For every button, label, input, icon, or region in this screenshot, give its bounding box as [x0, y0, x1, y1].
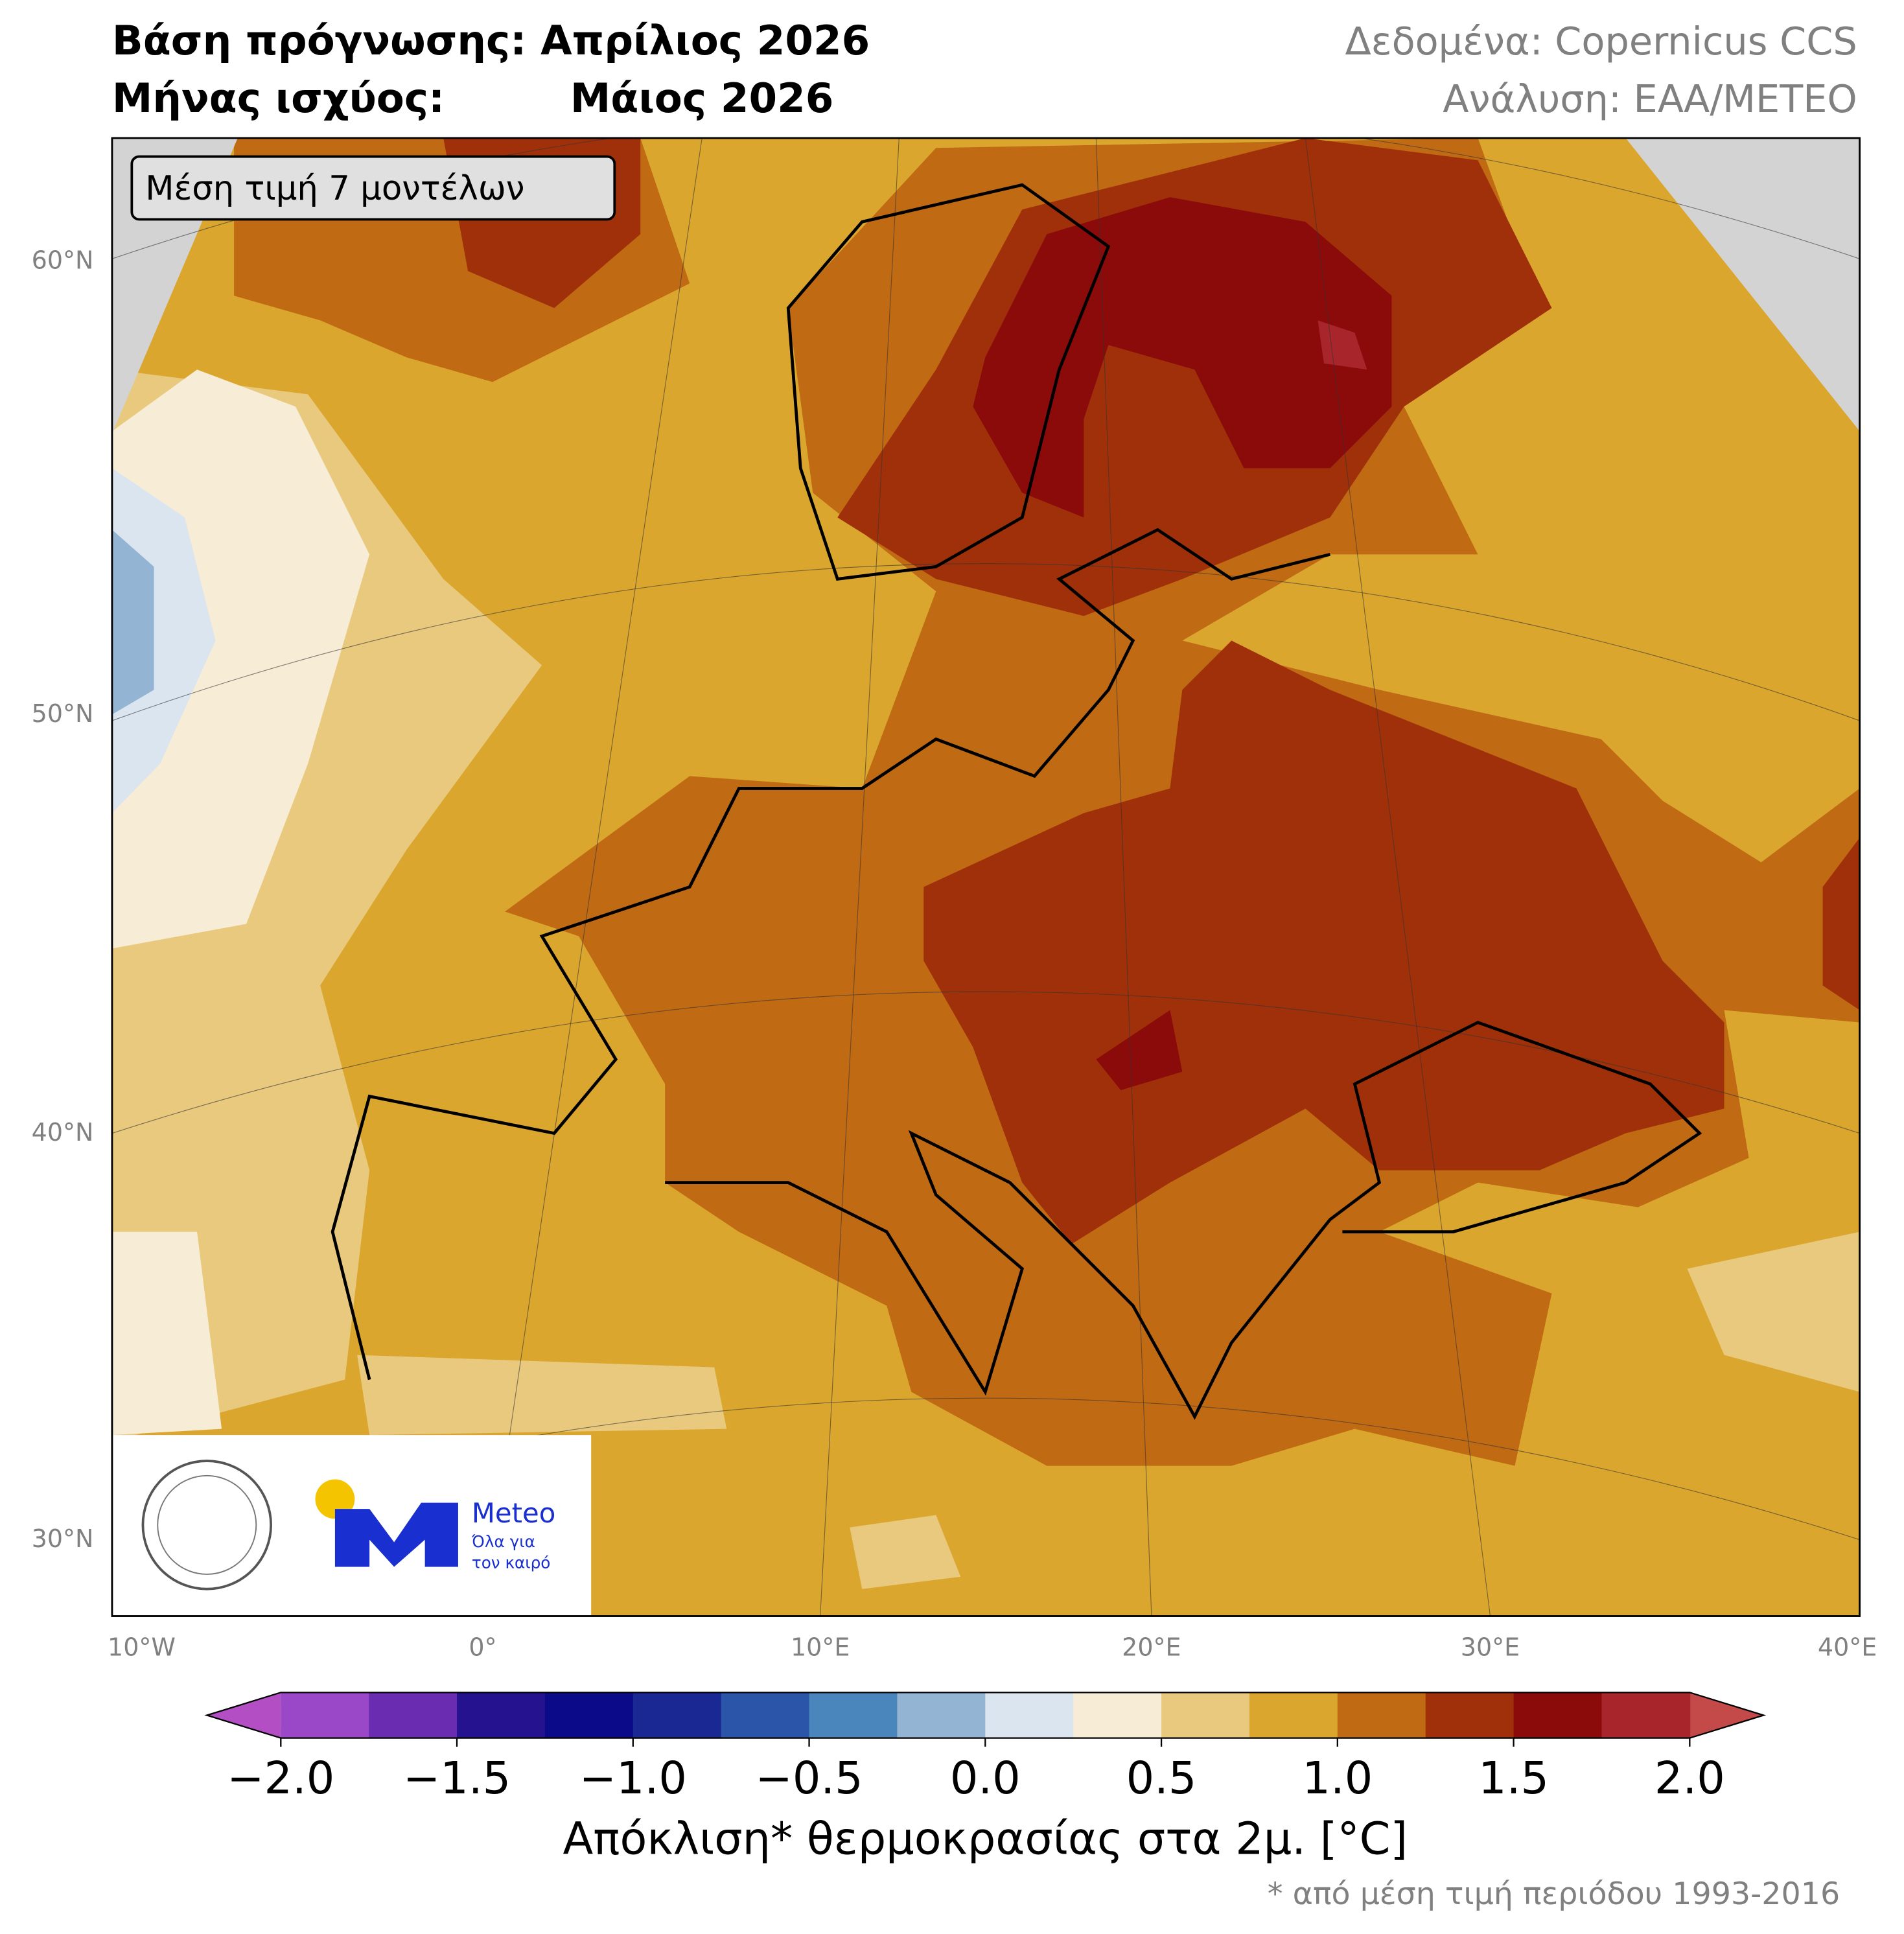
- colorbar-bin: [281, 1692, 370, 1738]
- graticule: [482, 138, 702, 1616]
- lon-label: 20°E: [1122, 1633, 1181, 1661]
- logo-slogan: Όλα για: [471, 1532, 535, 1551]
- colorbar: −2.0 −1.5 −1.0 −0.5 0.0 0.5 1.0 1.5 2.0: [204, 1692, 1767, 1804]
- outside-projection: [1625, 138, 1860, 432]
- colorbar-bin: [985, 1692, 1074, 1738]
- colorbar-bin: [1073, 1692, 1163, 1738]
- colorbar-under: [207, 1692, 281, 1738]
- colorbar-bin: [544, 1692, 634, 1738]
- graticule: [1305, 138, 1491, 1616]
- colorbar-bin: [1161, 1692, 1250, 1738]
- colorbar-bin: [1425, 1692, 1515, 1738]
- observatory-seal: [141, 1460, 272, 1590]
- colorbar-bin: [1337, 1692, 1426, 1738]
- zone: [1096, 1010, 1183, 1091]
- lat-label: 30°N: [32, 1524, 94, 1553]
- colorbar-bin: [809, 1692, 898, 1738]
- zone: [111, 1231, 222, 1436]
- colorbar-tick-label: 0.0: [950, 1753, 1021, 1804]
- colorbar-tick-label: −1.5: [403, 1753, 511, 1804]
- colorbar-tick-label: −1.0: [579, 1753, 687, 1804]
- lon-label: 0°: [469, 1633, 496, 1661]
- colorbar-over: [1689, 1692, 1764, 1738]
- coastline: [331, 183, 1702, 1420]
- lat-label: 60°N: [32, 246, 94, 274]
- logo-brand: Meteo: [472, 1497, 555, 1529]
- colorbar-tick-label: 1.5: [1478, 1753, 1549, 1804]
- colorbar-bin: [1249, 1692, 1338, 1738]
- zone: [973, 197, 1392, 518]
- inset-label: Μέση τιμή 7 μοντέλων: [145, 169, 524, 208]
- graticule: [111, 563, 1860, 721]
- colorbar-tick-label: −0.5: [756, 1753, 863, 1804]
- valid-value: Μάιος 2026: [570, 75, 834, 122]
- lon-label: 30°E: [1461, 1633, 1520, 1661]
- lon-label: 10°E: [791, 1633, 850, 1661]
- zone: [357, 1355, 727, 1436]
- zone: [850, 1515, 961, 1589]
- observatory-seal-inner: [157, 1474, 257, 1575]
- inset-box: [130, 155, 616, 221]
- base-value: Απρίλιος 2026: [540, 17, 870, 64]
- colorbar-tick-label: 1.0: [1302, 1753, 1373, 1804]
- valid-label: Μήνας ισχύος:: [112, 75, 445, 122]
- colorbar-bin: [897, 1692, 986, 1738]
- footnote: * από μέση τιμή περιόδου 1993-2016: [1268, 1876, 1840, 1912]
- colorbar-bin: [633, 1692, 722, 1738]
- title-line-1: Βάση πρόγνωσης: Απρίλιος 2026: [112, 17, 870, 64]
- lat-label: 40°N: [32, 1118, 94, 1147]
- axis-labels: 60°N 50°N 40°N 30°N 10°W 0° 10°E 20°E 30°E 40°E: [32, 246, 1877, 1661]
- colorbar-bin: [1601, 1692, 1691, 1738]
- logo-slogan: τον καιρό: [472, 1553, 551, 1572]
- logo-m: [334, 1502, 458, 1567]
- base-label: Βάση πρόγνωσης:: [112, 17, 526, 64]
- map-frame: [111, 137, 1861, 1617]
- colorbar-label: Απόκλιση* θερμοκρασίας στα 2μ. [°C]: [563, 1813, 1408, 1865]
- zone: [837, 138, 1552, 616]
- lon-label: 10°W: [108, 1633, 176, 1661]
- source: Δεδομένα: Copernicus CCS: [1345, 19, 1857, 64]
- graticule: [820, 138, 900, 1616]
- colorbar-tick-label: 2.0: [1654, 1753, 1725, 1804]
- colorbar-bin: [721, 1692, 810, 1738]
- colorbar-bin: [369, 1692, 458, 1738]
- colorbar-tick-label: −2.0: [227, 1753, 334, 1804]
- lon-label: 40°E: [1818, 1633, 1877, 1661]
- analysis: Ανάλυση: ΕΑΑ/METEO: [1443, 76, 1857, 121]
- zone: [111, 530, 154, 715]
- colorbar-bin: [457, 1692, 546, 1738]
- lat-label: 50°N: [32, 699, 94, 728]
- zone: [1822, 837, 1860, 1010]
- colorbar-bin: [1513, 1692, 1603, 1738]
- colorbar-tick-label: 0.5: [1126, 1753, 1197, 1804]
- graticule: [111, 991, 1860, 1134]
- graticule: [1095, 138, 1152, 1616]
- zone: [1687, 1231, 1860, 1392]
- map: Meteo Όλα για τον καιρό: [111, 138, 1860, 1616]
- zone: [923, 640, 1724, 1244]
